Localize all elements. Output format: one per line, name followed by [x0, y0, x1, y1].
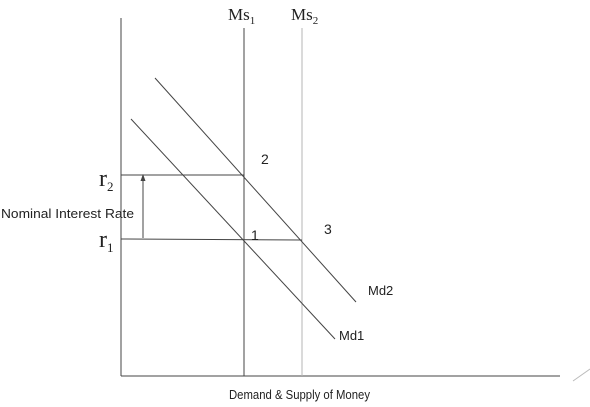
r1-label: r1	[99, 227, 114, 255]
y-axis-label: Nominal Interest Rate	[1, 206, 134, 221]
money-demand-curve-2	[154, 77, 357, 303]
corner-tick-mark	[572, 368, 590, 382]
r2-label: r2	[99, 166, 114, 194]
ms1-label: Ms1	[228, 5, 255, 27]
x-axis-label: Demand & Supply of Money	[229, 387, 370, 402]
md1-label: Md1	[339, 328, 364, 343]
ms2-label: Ms2	[291, 5, 318, 27]
money-demand-curve-1	[130, 118, 336, 340]
point-1-label: 1	[251, 227, 259, 243]
point-3-label: 3	[324, 221, 332, 237]
point-2-label: 2	[261, 151, 269, 167]
rate-guide-line-r1	[120, 238, 303, 241]
md2-label: Md2	[368, 283, 393, 298]
rate-increase-arrowhead	[140, 174, 146, 181]
